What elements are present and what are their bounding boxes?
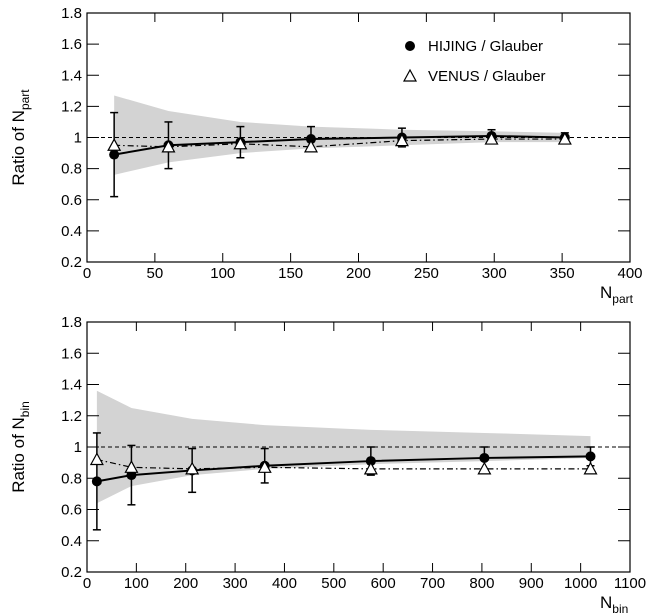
- data-point: [257, 460, 272, 473]
- data-point: [583, 461, 598, 475]
- data-point: [363, 461, 378, 475]
- x-axis-label-sub: bin: [612, 602, 628, 616]
- x-axis-label-main: N: [600, 593, 612, 612]
- y-tick-label: 0.2: [61, 564, 82, 581]
- x-tick-label: 400: [272, 575, 297, 592]
- legend-label: VENUS / Glauber: [428, 68, 546, 85]
- data-point: [305, 134, 316, 145]
- data-point: [233, 136, 248, 150]
- y-tick-label: 0.6: [61, 502, 82, 519]
- data-point: [161, 139, 176, 153]
- x-tick-label: 1100: [614, 575, 646, 592]
- data-point: [89, 452, 104, 466]
- x-tick-label: 0: [83, 575, 91, 592]
- x-tick-label: 1000: [564, 575, 597, 592]
- x-axis-label: Npart: [600, 283, 634, 306]
- y-axis-label-main: Ratio of N: [9, 110, 28, 186]
- y-tick-label: 0.4: [61, 223, 82, 240]
- y-tick-label: 1.6: [61, 345, 82, 362]
- x-axis-label-sub: part: [612, 292, 633, 306]
- legend-marker: [402, 68, 418, 82]
- y-axis-label: Ratio of Nbin: [9, 401, 32, 493]
- data-point: [107, 138, 122, 151]
- x-tick-label: 200: [173, 575, 198, 592]
- legend-marker: [405, 41, 415, 51]
- x-tick-label: 50: [147, 265, 164, 282]
- x-tick-label: 350: [550, 265, 575, 282]
- y-tick-label: 0.4: [61, 533, 82, 550]
- x-tick-label: 900: [519, 575, 544, 592]
- data-point: [484, 131, 499, 145]
- x-axis-label: Nbin: [600, 593, 628, 616]
- y-tick-label: 1.4: [61, 67, 82, 84]
- y-tick-label: 1: [74, 130, 82, 147]
- y-tick-label: 0.6: [61, 192, 82, 209]
- legend-label: HIJING / Glauber: [428, 38, 543, 55]
- y-tick-label: 0.8: [61, 161, 82, 178]
- data-point: [557, 131, 572, 145]
- data-point: [91, 476, 102, 487]
- x-tick-label: 100: [210, 265, 235, 282]
- y-tick-label: 1.4: [61, 377, 82, 394]
- y-axis-label-sub: part: [18, 89, 32, 110]
- data-point: [185, 461, 200, 475]
- data-point: [394, 133, 409, 147]
- y-tick-label: 1.8: [61, 314, 82, 331]
- x-tick-label: 300: [223, 575, 248, 592]
- x-tick-label: 700: [420, 575, 445, 592]
- data-point: [365, 456, 376, 467]
- x-axis-label-main: N: [600, 283, 612, 302]
- y-axis-label-sub: bin: [18, 401, 32, 417]
- data-point: [477, 461, 492, 475]
- y-axis-label: Ratio of Npart: [9, 89, 32, 186]
- y-tick-label: 1.8: [61, 5, 82, 22]
- y-tick-label: 1.6: [61, 36, 82, 53]
- y-tick-label: 0.8: [61, 470, 82, 487]
- x-tick-label: 200: [346, 265, 371, 282]
- data-point: [109, 149, 120, 160]
- x-tick-label: 300: [482, 265, 507, 282]
- y-tick-label: 0.2: [61, 254, 82, 271]
- y-tick-label: 1.2: [61, 408, 82, 425]
- uncertainty-band: [96, 390, 591, 504]
- x-tick-label: 250: [414, 265, 439, 282]
- data-point: [124, 460, 139, 473]
- x-tick-label: 600: [371, 575, 396, 592]
- x-tick-label: 0: [83, 265, 91, 282]
- y-tick-label: 1.2: [61, 98, 82, 115]
- data-point: [585, 451, 596, 462]
- data-point: [479, 452, 490, 463]
- x-tick-label: 800: [469, 575, 494, 592]
- data-point: [303, 139, 318, 153]
- y-axis-label-main: Ratio of N: [9, 417, 28, 493]
- uncertainty-band: [114, 95, 565, 175]
- x-tick-label: 100: [124, 575, 149, 592]
- x-tick-label: 400: [617, 265, 642, 282]
- x-tick-label: 150: [278, 265, 303, 282]
- y-tick-label: 1: [74, 439, 82, 456]
- x-tick-label: 500: [321, 575, 346, 592]
